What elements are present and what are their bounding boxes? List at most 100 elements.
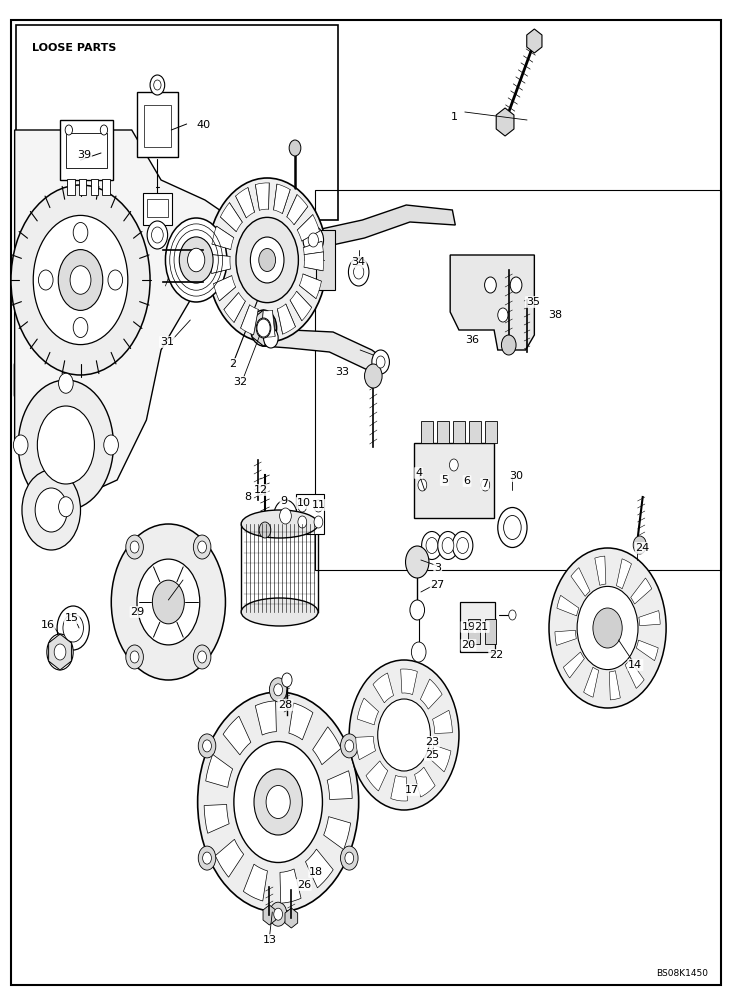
Wedge shape bbox=[639, 611, 660, 626]
Polygon shape bbox=[262, 328, 388, 372]
Circle shape bbox=[340, 734, 358, 758]
Wedge shape bbox=[287, 195, 307, 225]
Circle shape bbox=[203, 852, 212, 864]
Circle shape bbox=[130, 651, 139, 663]
Circle shape bbox=[345, 740, 354, 752]
Circle shape bbox=[65, 125, 72, 135]
Wedge shape bbox=[557, 595, 579, 616]
Circle shape bbox=[198, 541, 206, 553]
Circle shape bbox=[207, 178, 327, 342]
Polygon shape bbox=[307, 205, 455, 250]
Wedge shape bbox=[211, 255, 231, 273]
Text: 21: 21 bbox=[474, 622, 489, 632]
Circle shape bbox=[35, 488, 67, 532]
Text: 20: 20 bbox=[461, 640, 476, 650]
Wedge shape bbox=[299, 274, 321, 299]
Wedge shape bbox=[616, 559, 632, 589]
Text: 24: 24 bbox=[635, 543, 650, 553]
Circle shape bbox=[633, 536, 646, 554]
Circle shape bbox=[593, 608, 622, 648]
Text: 17: 17 bbox=[405, 785, 419, 795]
Text: 14: 14 bbox=[628, 660, 643, 670]
Circle shape bbox=[481, 479, 490, 491]
Circle shape bbox=[59, 250, 102, 310]
Text: 9: 9 bbox=[280, 496, 288, 506]
Text: 39: 39 bbox=[77, 150, 92, 160]
Wedge shape bbox=[215, 839, 244, 877]
Circle shape bbox=[298, 500, 307, 512]
Circle shape bbox=[340, 846, 358, 870]
Circle shape bbox=[198, 651, 206, 663]
Bar bbox=[79, 179, 86, 195]
Text: 15: 15 bbox=[64, 613, 79, 623]
Ellipse shape bbox=[242, 510, 318, 538]
Circle shape bbox=[57, 606, 89, 650]
Text: 29: 29 bbox=[130, 607, 145, 617]
Circle shape bbox=[365, 364, 382, 388]
Text: 6: 6 bbox=[463, 476, 471, 486]
Bar bbox=[485, 619, 496, 644]
Text: 40: 40 bbox=[196, 120, 211, 130]
Wedge shape bbox=[303, 241, 324, 260]
Circle shape bbox=[274, 908, 283, 920]
Text: 22: 22 bbox=[489, 650, 504, 660]
Circle shape bbox=[298, 516, 307, 528]
Circle shape bbox=[422, 532, 442, 560]
Bar bbox=[91, 179, 98, 195]
Wedge shape bbox=[277, 304, 296, 334]
Polygon shape bbox=[450, 255, 534, 350]
Circle shape bbox=[256, 318, 271, 338]
Circle shape bbox=[250, 237, 284, 283]
Circle shape bbox=[13, 435, 28, 455]
Circle shape bbox=[280, 508, 291, 524]
Circle shape bbox=[38, 270, 53, 290]
Wedge shape bbox=[366, 761, 388, 791]
Wedge shape bbox=[214, 276, 236, 301]
Circle shape bbox=[198, 692, 359, 912]
Circle shape bbox=[274, 500, 297, 532]
Bar bbox=[66, 133, 107, 168]
Text: 33: 33 bbox=[335, 367, 350, 377]
Circle shape bbox=[59, 373, 73, 393]
Circle shape bbox=[257, 319, 270, 337]
Circle shape bbox=[152, 227, 163, 243]
Circle shape bbox=[63, 614, 83, 642]
Ellipse shape bbox=[242, 598, 318, 626]
Circle shape bbox=[504, 516, 521, 539]
Text: 30: 30 bbox=[509, 471, 523, 481]
Circle shape bbox=[18, 380, 113, 510]
Wedge shape bbox=[433, 710, 452, 734]
Circle shape bbox=[108, 270, 123, 290]
Circle shape bbox=[426, 538, 438, 554]
Circle shape bbox=[354, 265, 364, 279]
Text: 10: 10 bbox=[296, 498, 311, 508]
Wedge shape bbox=[261, 310, 275, 337]
Text: 1: 1 bbox=[450, 112, 458, 122]
Bar bbox=[469, 420, 481, 442]
Wedge shape bbox=[290, 291, 312, 321]
Wedge shape bbox=[609, 671, 620, 700]
Wedge shape bbox=[274, 184, 290, 214]
Wedge shape bbox=[631, 578, 651, 604]
Circle shape bbox=[130, 541, 139, 553]
Circle shape bbox=[308, 233, 318, 247]
Text: 19: 19 bbox=[461, 622, 476, 632]
Circle shape bbox=[165, 218, 227, 302]
Circle shape bbox=[498, 507, 527, 547]
Text: 3: 3 bbox=[434, 563, 441, 573]
Wedge shape bbox=[625, 660, 644, 688]
Bar bbox=[296, 494, 324, 534]
Circle shape bbox=[254, 769, 302, 835]
Circle shape bbox=[269, 678, 287, 702]
Bar bbox=[316, 230, 335, 290]
Circle shape bbox=[274, 684, 283, 696]
Circle shape bbox=[33, 215, 128, 345]
Wedge shape bbox=[636, 640, 658, 661]
Wedge shape bbox=[297, 215, 319, 241]
Bar bbox=[460, 602, 495, 652]
Wedge shape bbox=[304, 252, 324, 271]
Wedge shape bbox=[595, 556, 606, 585]
Wedge shape bbox=[324, 817, 351, 850]
Wedge shape bbox=[243, 864, 267, 901]
Text: 16: 16 bbox=[40, 620, 55, 630]
